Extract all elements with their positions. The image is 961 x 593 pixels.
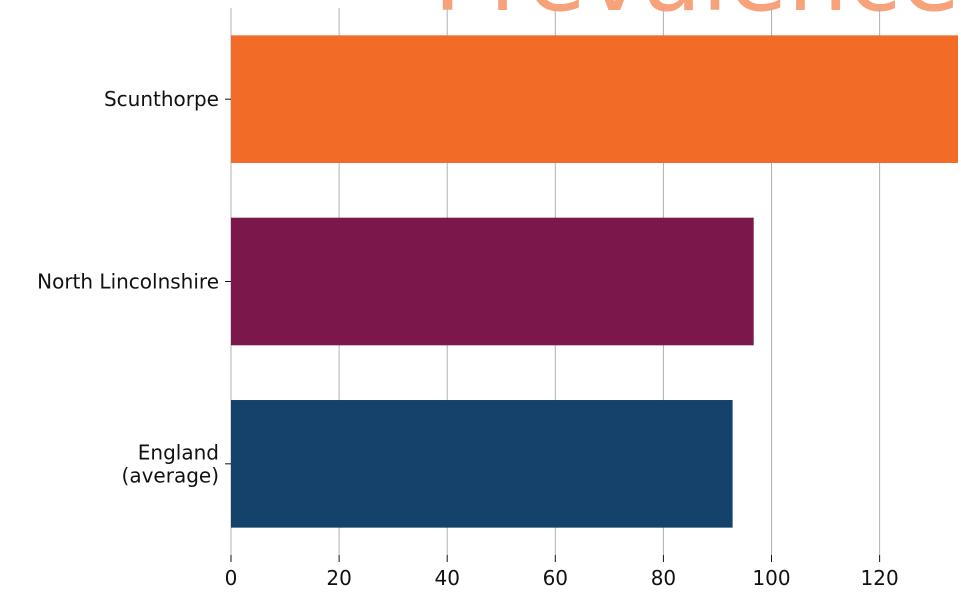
x-tick-label-6: 120 — [861, 566, 899, 589]
title-layer: Prevalence — [433, 0, 960, 33]
x-tick-label-3: 60 — [543, 566, 568, 589]
bar-2 — [231, 400, 733, 528]
chart-title: Prevalence — [433, 0, 960, 33]
bar-1 — [231, 217, 754, 346]
x-tick-label-4: 80 — [651, 566, 676, 589]
bars — [231, 35, 958, 528]
category-labels: Scunthorpe North Lincolnshire England (aver… — [37, 87, 231, 487]
category-label-0: Scunthorpe — [104, 87, 219, 111]
x-tick-label-0: 0 — [225, 566, 238, 589]
x-tick-label-1: 20 — [326, 566, 351, 589]
x-tick-label-5: 100 — [752, 566, 790, 589]
x-tick-label-2: 40 — [434, 566, 459, 589]
category-label-2: England (average) — [122, 440, 219, 487]
category-label-1: North Lincolnshire — [37, 270, 219, 294]
x-axis-ticks: 0 20 40 60 80 100 120 — [225, 555, 899, 590]
bar-0 — [231, 35, 958, 163]
